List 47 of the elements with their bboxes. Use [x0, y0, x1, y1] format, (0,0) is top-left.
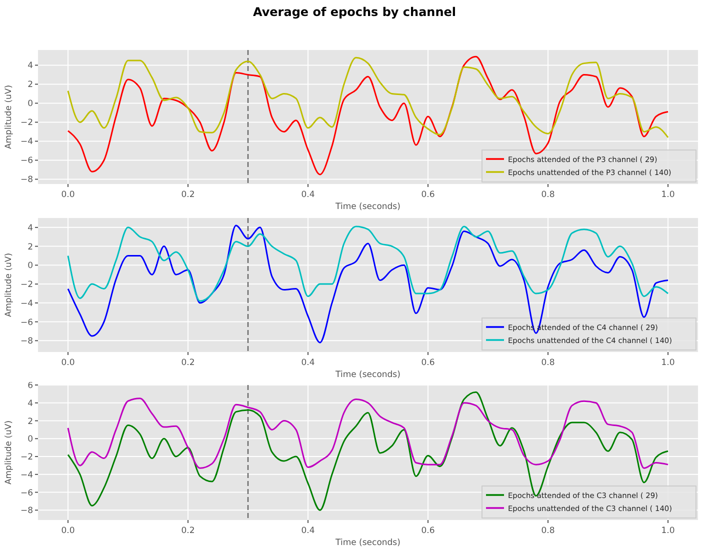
y-tick-label: −8: [20, 175, 33, 186]
x-tick-label: 0.4: [301, 358, 315, 368]
y-tick-label: 0: [28, 99, 33, 110]
x-tick-label: 0.4: [301, 526, 315, 536]
y-tick-label: −6: [20, 156, 33, 166]
x-tick-label: 0.2: [181, 526, 195, 536]
chart-title: Average of epochs by channel: [252, 5, 456, 19]
y-tick-label: 6: [28, 381, 33, 391]
x-tick-label: 0.2: [181, 358, 195, 368]
x-tick-label: 0.2: [181, 190, 195, 200]
x-axis-title: Time (seconds): [334, 538, 400, 548]
x-tick-label: 0.8: [541, 358, 555, 368]
y-tick-label: 4: [28, 398, 33, 409]
x-tick-label: 0.8: [541, 190, 555, 200]
y-tick-label: −6: [20, 488, 33, 498]
x-tick-label: 0.0: [61, 526, 75, 536]
x-tick-label: 1.0: [661, 358, 675, 368]
y-axis-title: Amplitude (uV): [4, 252, 14, 318]
y-tick-label: 4: [28, 61, 33, 72]
y-tick-label: 4: [28, 223, 33, 234]
x-tick-label: 1.0: [661, 190, 675, 200]
x-tick-label: 0.0: [61, 358, 75, 368]
x-tick-label: 0.4: [301, 190, 315, 200]
y-tick-label: 2: [28, 416, 33, 427]
y-tick-label: 0: [28, 261, 33, 272]
x-tick-label: 0.6: [421, 526, 435, 536]
x-tick-label: 0.6: [421, 358, 435, 368]
y-tick-label: −4: [20, 470, 33, 480]
x-axis-title: Time (seconds): [334, 370, 400, 380]
y-axis-title: Amplitude (uV): [4, 420, 14, 485]
y-tick-label: 2: [28, 80, 33, 90]
x-tick-label: 0.6: [421, 190, 435, 200]
x-tick-label: 0.8: [541, 526, 555, 536]
x-axis-title: Time (seconds): [334, 202, 400, 212]
y-tick-label: −6: [20, 318, 33, 328]
x-tick-label: 0.0: [61, 190, 75, 200]
y-tick-label: −8: [20, 336, 33, 347]
y-tick-label: 2: [28, 242, 33, 252]
y-axis-title: Amplitude (uV): [4, 84, 14, 150]
y-tick-label: 0: [28, 434, 33, 445]
y-tick-label: −2: [20, 118, 33, 128]
y-tick-label: −4: [20, 137, 33, 148]
y-tick-label: −8: [20, 506, 33, 516]
x-tick-label: 1.0: [661, 526, 675, 536]
y-tick-label: −2: [20, 280, 33, 290]
y-tick-label: −4: [20, 298, 33, 309]
y-tick-label: −2: [20, 452, 33, 463]
